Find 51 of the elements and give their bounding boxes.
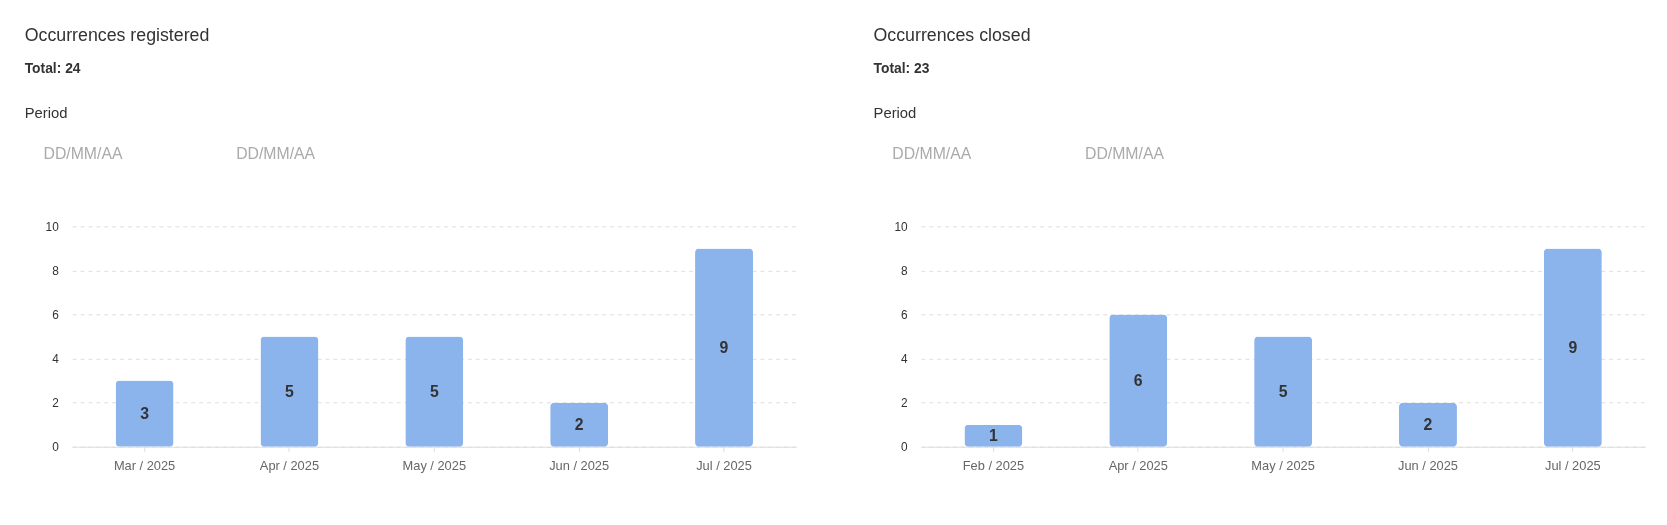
data-label: 5	[429, 382, 439, 400]
bar	[1254, 336, 1313, 447]
y-tick-label: 2	[901, 396, 908, 411]
y-tick-label: 0	[52, 440, 60, 455]
text: DD/MM/AA	[43, 145, 123, 163]
chart-title: Occurrences registered	[24, 24, 210, 45]
text: Period	[873, 104, 917, 121]
y-tick-label: 6	[901, 307, 909, 322]
x-tick-label: Apr / 2025	[1108, 457, 1168, 473]
x-tick-label: Jun / 2025	[549, 457, 610, 473]
bar	[1399, 402, 1457, 447]
x-tick-label: Mar / 2025	[113, 457, 176, 473]
data-label: 2	[574, 415, 584, 433]
bar	[1109, 314, 1168, 447]
x-tick-label: Feb / 2025	[962, 457, 1025, 473]
data-label: 1	[988, 426, 998, 444]
x-tick-label: May / 2025	[402, 457, 467, 473]
data-label: 2	[1423, 415, 1433, 433]
text: DD/MM/AA	[892, 145, 972, 163]
y-tick-label: 8	[901, 263, 909, 278]
data-label: 9	[719, 338, 729, 356]
y-tick-label: 10	[894, 219, 909, 234]
x-tick-label: Apr / 2025	[259, 457, 320, 473]
text: Period	[24, 104, 68, 121]
bar	[115, 380, 174, 447]
y-tick-label: 2	[52, 396, 59, 411]
x-tick-label: Jul / 2025	[1545, 457, 1601, 473]
bar	[550, 402, 609, 447]
data-label: 6	[1133, 371, 1143, 389]
x-tick-label: May / 2025	[1251, 457, 1315, 473]
bar	[405, 336, 464, 447]
bar	[260, 336, 319, 447]
data-label: 5	[285, 382, 295, 400]
data-label: 9	[1568, 338, 1578, 356]
y-tick-label: 10	[45, 219, 60, 234]
y-tick-label: 4	[52, 352, 60, 367]
x-tick-label: Jun / 2025	[1398, 457, 1458, 473]
y-tick-label: 6	[52, 307, 60, 322]
bar	[1543, 248, 1602, 447]
text: DD/MM/AA	[236, 145, 316, 163]
y-tick-label: 4	[901, 352, 909, 367]
data-label: 3	[140, 404, 150, 422]
bar	[695, 248, 753, 447]
data-label: 5	[1278, 382, 1288, 400]
x-tick-label: Jul / 2025	[696, 457, 752, 473]
y-tick-label: 8	[52, 263, 60, 278]
chart-subtitle: Total: 24	[24, 60, 81, 77]
chart-subtitle: Total: 23	[873, 60, 930, 77]
y-tick-label: 0	[901, 440, 909, 455]
text: DD/MM/AA	[1084, 145, 1165, 163]
chart-title: Occurrences closed	[873, 24, 1031, 45]
